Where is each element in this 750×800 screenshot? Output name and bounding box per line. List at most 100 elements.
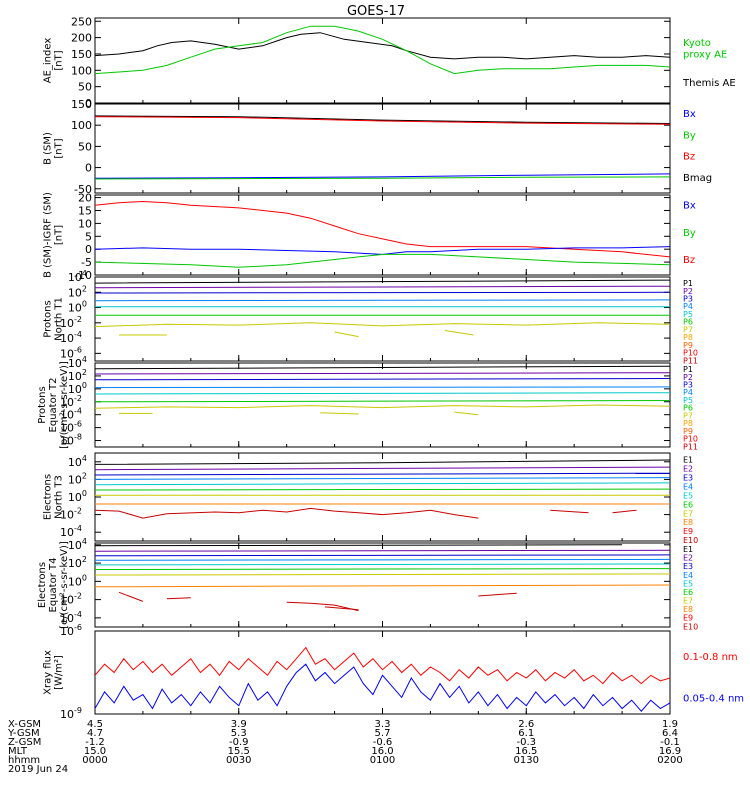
- y-tick-exponent: -2: [74, 592, 82, 601]
- xaxis-row-value: 0130: [514, 755, 539, 766]
- xaxis-row-value: 6.4: [662, 728, 678, 739]
- legend-entry: Bmag: [683, 173, 712, 184]
- legend-entry: Bz: [683, 152, 695, 163]
- series-line-2: [95, 253, 670, 268]
- legend-entry: Bx: [683, 201, 696, 212]
- series-line-2: [95, 173, 670, 179]
- legend-entry: E2: [683, 464, 693, 473]
- xaxis-row-value: 0000: [82, 755, 107, 766]
- legend-entry: P6: [683, 318, 693, 327]
- y-tick-label: 200: [71, 32, 92, 45]
- series-group: [95, 459, 670, 519]
- series-group: [95, 365, 670, 416]
- xaxis-row-label: Y-GSM: [7, 728, 40, 739]
- y-tick-exponent: -4: [74, 610, 82, 619]
- series-line-4: [95, 563, 670, 566]
- legend-entry: P5: [683, 396, 693, 405]
- y-axis-label: [nT]: [54, 50, 65, 70]
- legend-entry: P1: [683, 365, 693, 374]
- y-axis-label: Electrons: [43, 474, 54, 520]
- legend-entry: P3: [683, 380, 693, 389]
- y-tick-exponent: -2: [74, 315, 82, 324]
- xaxis-date: 2019 Jun 24: [8, 764, 68, 775]
- y-tick-exponent: -6: [74, 420, 82, 429]
- x-axis-annotation: X-GSM 4.5 3.9 3.3 2.6 1.9 Y-GSM 4.7 5.3 5.7 6.1 6.4…: [7, 719, 683, 775]
- legend-entry: E3: [683, 562, 693, 571]
- series-line-0: [95, 365, 670, 370]
- series-line-3: [95, 386, 670, 389]
- y-tick-label: 0: [85, 243, 92, 256]
- legend-entry: P10: [683, 349, 698, 358]
- legend-entry: Bz: [683, 255, 695, 266]
- y-tick-label: 15: [78, 204, 92, 217]
- series-line-6: [95, 322, 670, 328]
- legend-entry: proxy AE: [683, 50, 727, 61]
- series-line-11: [324, 606, 359, 611]
- series-line-8: [334, 331, 359, 338]
- xaxis-row-value: -0.3: [516, 737, 536, 748]
- series-line-0: [95, 646, 670, 685]
- series-line-1: [95, 285, 670, 289]
- y-axis-label: North T3: [54, 475, 65, 519]
- y-tick-label: 104: [68, 537, 87, 552]
- legend-entry: P2: [683, 373, 693, 382]
- legend-entry: P11: [683, 442, 698, 451]
- legend-entry: Kyoto: [683, 38, 711, 49]
- series-line-2: [95, 472, 670, 476]
- legend-entry: E4: [683, 571, 693, 580]
- y-tick-label: 150: [71, 98, 92, 111]
- y-tick-label: -50: [74, 183, 92, 196]
- legend-entry: P7: [683, 411, 693, 420]
- series-line-0: [95, 279, 670, 284]
- xaxis-row-value: 15.5: [228, 746, 250, 757]
- series-group: [95, 115, 670, 180]
- xaxis-row-label: Z-GSM: [8, 737, 41, 748]
- series-line-9: [454, 411, 479, 416]
- series-line-2: [95, 291, 670, 294]
- legend-entry: Themis AE: [682, 78, 736, 89]
- y-tick-label: -5: [81, 256, 92, 269]
- series-line-5: [95, 400, 670, 403]
- xaxis-row-value: 15.0: [84, 746, 106, 757]
- series-line-9: [444, 330, 474, 336]
- legend-entry: P7: [683, 325, 693, 334]
- series-line-6: [95, 573, 670, 576]
- legend-entry: E10: [683, 536, 698, 545]
- legend-entry: E9: [683, 614, 693, 623]
- legend-entry: E8: [683, 518, 693, 527]
- xaxis-row-value: 0100: [370, 755, 395, 766]
- series-line-0: [95, 544, 623, 547]
- y-axis-label: [nT]: [54, 138, 65, 158]
- legend-entry: E3: [683, 473, 693, 482]
- series-group: [95, 646, 670, 712]
- xaxis-row-value: 16.0: [371, 746, 393, 757]
- series-line-6: [95, 404, 670, 409]
- y-tick-exponent: 2: [82, 471, 87, 480]
- xaxis-row-label: MLT: [8, 746, 28, 757]
- xaxis-row-value: -0.9: [229, 737, 249, 748]
- y-tick-label: 250: [71, 15, 92, 28]
- y-axis-label: Equator T2: [48, 378, 59, 433]
- y-tick-label: -10: [74, 269, 92, 282]
- series-line-4: [95, 482, 670, 486]
- legend-entry: P6: [683, 404, 693, 413]
- legend-entry: P10: [683, 435, 698, 444]
- y-tick-label: 20: [78, 192, 92, 205]
- y-tick-label: 150: [71, 48, 92, 61]
- plot-title: GOES-17: [347, 4, 405, 19]
- y-tick-label: 100: [68, 300, 87, 315]
- legend-entry: P8: [683, 333, 693, 342]
- series-line-8: [320, 412, 359, 415]
- panel-frame: [94, 630, 671, 715]
- y-tick-label: 102: [68, 555, 87, 570]
- legend-entry: E2: [683, 554, 693, 563]
- y-axis-label: AE_index: [43, 38, 54, 84]
- y-tick-exponent: 2: [82, 555, 87, 564]
- y-tick-label: 0: [85, 97, 92, 110]
